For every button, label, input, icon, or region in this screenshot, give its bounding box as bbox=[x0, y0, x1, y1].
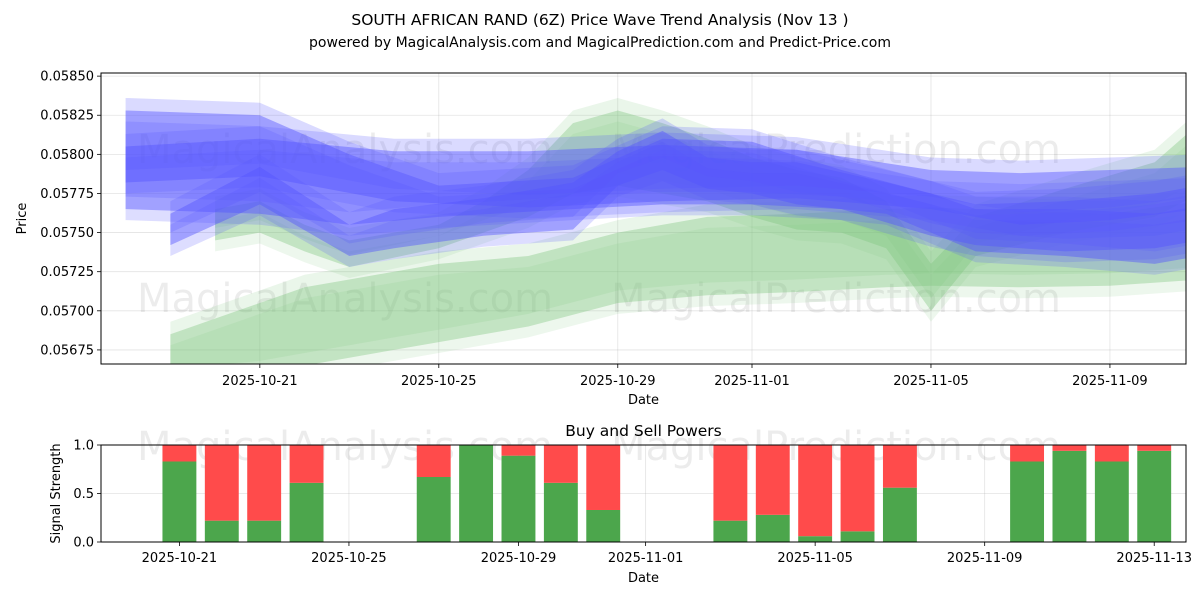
sell-bar bbox=[204, 445, 239, 521]
wave-band-blue bbox=[125, 126, 1186, 213]
price-bands bbox=[125, 98, 1186, 364]
wave-band-blue bbox=[125, 121, 1186, 263]
wave-band-blue bbox=[125, 138, 1186, 225]
sell-bar bbox=[501, 445, 536, 456]
buy-bar bbox=[713, 520, 748, 542]
power-panel: MagicalAnalysis.com MagicalPrediction.com… bbox=[49, 422, 1192, 586]
sell-bar bbox=[162, 445, 197, 462]
price-y-tick-label: 0.05675 bbox=[40, 343, 94, 358]
sell-bar bbox=[1052, 445, 1087, 451]
watermark-right: MagicalPrediction.com bbox=[611, 424, 1061, 470]
watermark-left: MagicalAnalysis.com bbox=[137, 127, 553, 173]
buy-bar bbox=[416, 477, 451, 542]
price-x-tick-label: 2025-10-21 bbox=[222, 374, 298, 389]
price-y-tick-label: 0.05700 bbox=[40, 304, 94, 319]
wave-band-green bbox=[215, 121, 1186, 322]
buy-bar bbox=[247, 520, 282, 542]
price-y-tick-label: 0.05800 bbox=[40, 148, 94, 163]
power-y-tick-label: 0.0 bbox=[73, 536, 94, 551]
power-x-tick-label: 2025-10-25 bbox=[311, 551, 387, 566]
wave-band-blue bbox=[125, 149, 1186, 236]
sell-bar bbox=[1094, 445, 1129, 462]
wave-band-green bbox=[170, 190, 1186, 364]
wave-band-green bbox=[215, 98, 1186, 299]
sell-bar bbox=[882, 445, 917, 488]
buy-bar bbox=[289, 482, 324, 542]
power-x-axis-title: Date bbox=[628, 571, 659, 586]
wave-band-blue bbox=[125, 98, 1186, 239]
price-x-tick-label: 2025-10-25 bbox=[401, 374, 477, 389]
price-plot-frame bbox=[100, 72, 1187, 365]
chart-subtitle: powered by MagicalAnalysis.com and Magic… bbox=[309, 35, 891, 51]
wave-band-green bbox=[215, 110, 1186, 311]
power-x-tick-label: 2025-10-21 bbox=[142, 551, 218, 566]
sell-bar bbox=[586, 445, 621, 510]
wave-band-green bbox=[170, 203, 1186, 364]
buy-bar bbox=[204, 520, 239, 542]
sell-bar bbox=[416, 445, 451, 478]
buy-bar bbox=[1137, 450, 1172, 542]
buy-bar bbox=[586, 509, 621, 542]
power-x-tick-label: 2025-11-13 bbox=[1116, 551, 1192, 566]
price-x-tick-label: 2025-10-29 bbox=[580, 374, 656, 389]
buy-bar bbox=[882, 487, 917, 542]
sell-bar bbox=[1010, 445, 1045, 462]
buy-bar bbox=[459, 445, 494, 542]
buy-bar bbox=[543, 482, 578, 542]
price-x-tick-label: 2025-11-09 bbox=[1072, 374, 1148, 389]
buy-bar bbox=[1052, 450, 1087, 542]
price-y-tick-label: 0.05725 bbox=[40, 265, 94, 280]
sell-bar bbox=[543, 445, 578, 483]
sell-bar bbox=[289, 445, 324, 483]
wave-band-blue bbox=[125, 110, 1186, 252]
power-x-tick-label: 2025-10-29 bbox=[481, 551, 557, 566]
price-y-tick-label: 0.05775 bbox=[40, 187, 94, 202]
power-y-tick-label: 1.0 bbox=[73, 439, 94, 454]
price-x-tick-label: 2025-11-01 bbox=[714, 374, 790, 389]
watermark-right: MagicalPrediction.com bbox=[611, 127, 1061, 173]
sell-bar bbox=[840, 445, 875, 532]
buy-bar bbox=[501, 455, 536, 542]
sell-bar bbox=[247, 445, 282, 521]
power-x-tick-label: 2025-11-05 bbox=[777, 551, 853, 566]
price-x-tick-label: 2025-11-05 bbox=[893, 374, 969, 389]
power-panel-title: Buy and Sell Powers bbox=[565, 422, 722, 440]
power-x-tick-label: 2025-11-09 bbox=[947, 551, 1023, 566]
buy-bar bbox=[755, 514, 790, 542]
sell-bar bbox=[798, 445, 833, 537]
buy-bar bbox=[1010, 461, 1045, 542]
power-y-axis-title: Signal Strength bbox=[49, 443, 64, 543]
price-y-tick-label: 0.05825 bbox=[40, 109, 94, 124]
sell-bar bbox=[713, 445, 748, 521]
wave-band-blue bbox=[170, 141, 1186, 275]
power-x-tick-label: 2025-11-01 bbox=[608, 551, 684, 566]
sell-bar bbox=[755, 445, 790, 515]
price-y-axis-title: Price bbox=[15, 203, 30, 235]
buy-bar bbox=[162, 461, 197, 542]
sell-bar bbox=[1137, 445, 1172, 451]
price-y-tick-label: 0.05850 bbox=[40, 70, 94, 85]
watermark-left: MagicalAnalysis.com bbox=[137, 276, 553, 322]
price-y-tick-label: 0.05750 bbox=[40, 226, 94, 241]
buy-bar bbox=[840, 531, 875, 542]
price-x-axis-title: Date bbox=[628, 393, 659, 408]
power-y-tick-label: 0.5 bbox=[73, 487, 94, 502]
watermark-right: MagicalPrediction.com bbox=[611, 276, 1061, 322]
buy-bar bbox=[798, 536, 833, 542]
wave-band-blue bbox=[170, 130, 1186, 264]
chart-title: SOUTH AFRICAN RAND (6Z) Price Wave Trend… bbox=[351, 11, 848, 29]
price-panel: MagicalAnalysis.com MagicalPrediction.com… bbox=[15, 70, 1187, 408]
wave-band-blue bbox=[170, 118, 1186, 252]
wave-band-green bbox=[170, 214, 1186, 364]
buy-bar bbox=[1094, 461, 1129, 542]
